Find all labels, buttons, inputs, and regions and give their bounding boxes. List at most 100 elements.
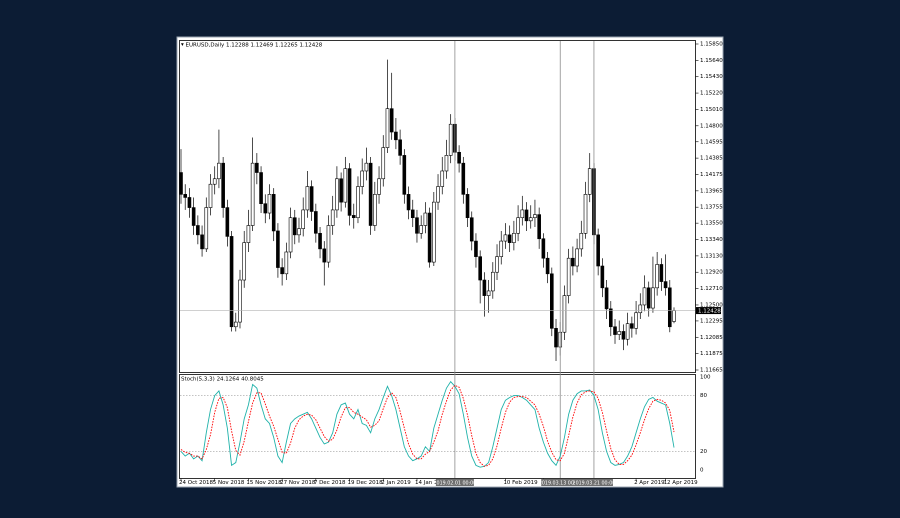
candle-body: [242, 242, 247, 281]
last-high: 1.12469: [251, 42, 274, 48]
candle-body: [373, 194, 377, 226]
candle-body: [533, 214, 537, 219]
x-tick-label: 2 Jan 2019: [381, 480, 411, 486]
candle-body: [550, 273, 554, 329]
candle-body: [478, 256, 482, 281]
x-tick-label: 19 Dec 2018: [348, 480, 384, 486]
candle-body: [284, 251, 289, 275]
candle-body: [263, 203, 268, 214]
candle-body: [512, 232, 516, 243]
x-tick-label: 15 Nov 2018: [246, 480, 282, 486]
candle-body: [385, 108, 390, 148]
symbol-title: EURUSD,Daily: [186, 42, 225, 48]
candle-body: [486, 290, 491, 296]
y-tick-label: 1.12085: [700, 335, 723, 341]
candle-body: [461, 162, 466, 195]
candle-body: [659, 264, 664, 282]
y-tick-label: 0: [700, 468, 704, 474]
candle-body: [663, 281, 668, 289]
y-tick-label: 80: [700, 393, 707, 399]
candle-body: [423, 212, 428, 226]
y-tick-label: 1.13755: [700, 205, 723, 211]
candle-body: [394, 131, 398, 141]
stoch-line: [180, 380, 675, 468]
candle-body: [246, 225, 251, 243]
y-tick-label: 1.13340: [700, 237, 723, 243]
candle-body: [309, 186, 314, 212]
y-tick-label: 1.15430: [700, 74, 723, 80]
cursor-label: 2019.03.13 00:00: [539, 480, 582, 486]
cursor-label: 2019.02.01 00:00: [433, 480, 476, 486]
candle-body: [364, 162, 369, 172]
candle-body: [583, 194, 588, 234]
stoch-panel: [179, 374, 696, 479]
y-tick-label: 1.14800: [700, 123, 723, 129]
candle-body: [537, 214, 541, 240]
candle-body: [638, 304, 643, 314]
y-tick-label: 1.14175: [700, 172, 723, 178]
candle-body: [630, 323, 634, 329]
candle-body: [672, 310, 676, 322]
candle-body: [183, 194, 188, 198]
candle-body: [280, 267, 284, 275]
y-tick-label: 1.13965: [700, 188, 723, 194]
candle-body: [524, 209, 529, 222]
candle-body: [259, 172, 263, 204]
y-tick-label: 1.15850: [700, 42, 723, 48]
candle-body: [322, 248, 327, 263]
candle-body: [221, 162, 225, 208]
candle-body: [347, 168, 352, 216]
last-open: 1.12288: [226, 42, 249, 48]
stoch-header: Stoch(5,3,3) 24.1264 40.8045: [181, 376, 264, 382]
candle-body: [444, 155, 449, 172]
candle-body: [196, 225, 200, 236]
candle-body: [587, 168, 592, 195]
y-tick-label: 1.13550: [700, 221, 723, 227]
candle-body: [642, 287, 647, 306]
y-tick-label: 1.15640: [700, 58, 723, 64]
candle-body: [377, 178, 381, 195]
candle-body: [406, 194, 411, 211]
x-tick-label: 7 Dec 2018: [314, 480, 346, 486]
candle-body: [608, 308, 613, 328]
candle-body: [255, 162, 259, 173]
price-header: ▾ EURUSD,Daily 1.12288 1.12469 1.12265 1…: [181, 42, 323, 48]
candle-body: [297, 228, 301, 236]
stoch-signal-last: 40.8045: [241, 376, 264, 382]
x-tick-label: 24 Oct 2018: [179, 480, 214, 486]
candle-body: [541, 238, 546, 259]
candle-body: [212, 178, 217, 185]
x-tick-label: 10 Feb 2019: [503, 480, 538, 486]
last-close: 1.12428: [300, 42, 323, 48]
candle-body: [208, 183, 213, 208]
y-tick-label: 20: [700, 449, 707, 455]
candle-body: [330, 209, 335, 226]
candle-body: [410, 209, 415, 219]
y-tick-label: 1.13130: [700, 253, 723, 259]
candle-body: [200, 234, 204, 250]
candle-body: [368, 162, 373, 226]
x-tick-label: 27 Nov 2018: [280, 480, 316, 486]
y-tick-label: 1.15010: [700, 107, 723, 113]
candle-body: [305, 186, 310, 211]
candle-body: [427, 212, 432, 263]
candle-body: [191, 207, 196, 226]
candle-body: [436, 186, 440, 203]
y-tick-label: 1.12295: [700, 318, 723, 324]
candle-body: [571, 257, 575, 267]
candle-body: [655, 264, 659, 289]
candle-body: [351, 215, 356, 219]
candle-body: [545, 257, 550, 275]
candle-body: [398, 139, 402, 156]
cursor-label-box: [574, 479, 613, 486]
candle-body: [625, 323, 630, 340]
candle-body: [634, 312, 638, 329]
candle-body: [250, 162, 255, 226]
y-tick-label: 1.12920: [700, 270, 723, 276]
x-tick-label: 12 Apr 2019: [664, 480, 699, 486]
current-price-box: [696, 307, 721, 315]
price-panel: [179, 40, 696, 373]
candle-body: [465, 194, 470, 219]
x-tick-label: 2 Apr 2019: [634, 480, 665, 486]
